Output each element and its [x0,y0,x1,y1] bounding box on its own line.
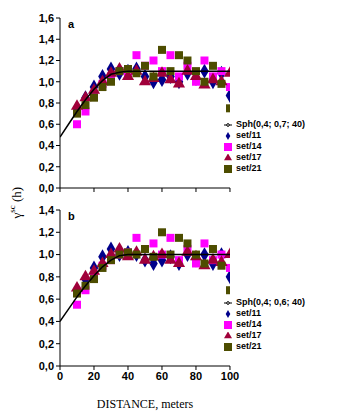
svg-text:1,2: 1,2 [39,54,54,66]
svg-text:1,0: 1,0 [39,76,54,88]
svg-text:0,4: 0,4 [39,139,55,151]
svg-text:0,0: 0,0 [39,360,54,372]
svg-text:80: 80 [190,370,202,382]
svg-text:1,4: 1,4 [39,33,55,45]
svg-text:1,0: 1,0 [39,248,54,260]
svg-text:1,2: 1,2 [39,226,54,238]
svg-text:0,6: 0,6 [39,293,54,305]
svg-text:100: 100 [221,370,239,382]
svg-text:0,2: 0,2 [39,161,54,173]
svg-text:0: 0 [57,370,63,382]
svg-text:0,0: 0,0 [39,182,54,194]
svg-text:1,6: 1,6 [39,12,54,24]
svg-text:0,8: 0,8 [39,97,54,109]
svg-text:0,6: 0,6 [39,118,54,130]
html-text:Sph(0,4; 0,6; 40): Sph(0,4; 0,6; 40) [236,297,305,307]
svg-text:0,2: 0,2 [39,338,54,350]
html-text:set/14: set/14 [236,319,262,329]
svg-text:DISTANCE, meters: DISTANCE, meters [97,397,194,411]
svg-text:0,4: 0,4 [39,315,55,327]
html-text:b: b [68,210,75,222]
html-text:(h): (h) [8,186,24,206]
svg-text:40: 40 [122,370,134,382]
html-text:set/21: set/21 [236,163,262,173]
svg-text:60: 60 [156,370,168,382]
html-text:a: a [68,18,75,30]
html-text:set/17: set/17 [236,152,262,162]
html-text:set/11: set/11 [236,308,261,318]
svg-text:20: 20 [88,370,100,382]
html-text:sc: sc [7,205,18,213]
html-text:set/14: set/14 [236,141,262,151]
html-text:set/17: set/17 [236,330,262,340]
svg-text:0,8: 0,8 [39,271,54,283]
svg-text:1,4: 1,4 [39,204,55,216]
html-text:γ: γ [8,212,24,219]
html-text:Sph(0,4; 0,7; 40): Sph(0,4; 0,7; 40) [236,119,305,129]
html-text:set/21: set/21 [236,341,262,351]
html-text:set/11: set/11 [236,130,261,140]
